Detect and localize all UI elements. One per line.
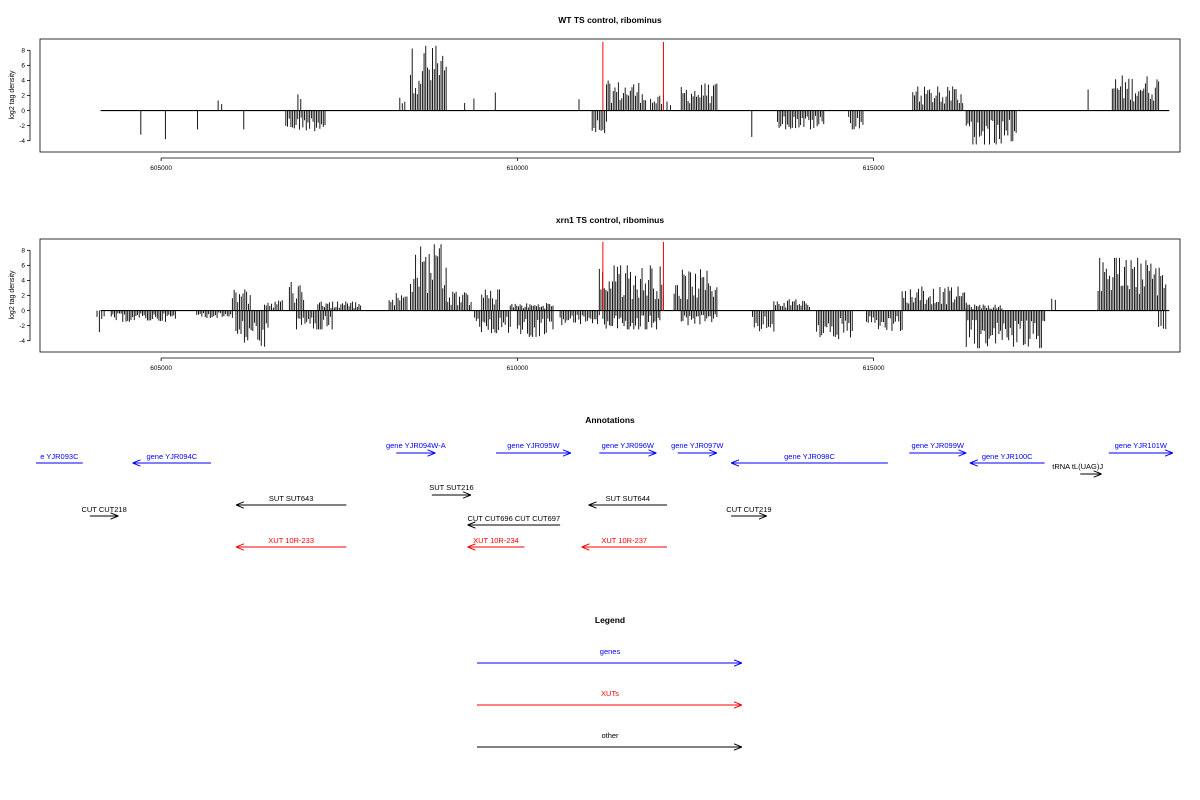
y-tick-label: 8 <box>21 48 25 55</box>
feature-label: gene YJR096W <box>602 441 655 450</box>
x-tick-label: 605000 <box>150 365 172 372</box>
feature-label: e YJR093C <box>40 452 79 461</box>
feature-label: CUT CUT218 <box>81 505 126 514</box>
signal-bars <box>96 244 1170 349</box>
y-tick-label: 0 <box>21 108 25 115</box>
plot-frame <box>39 38 1181 153</box>
y-tick-label: -4 <box>19 338 25 345</box>
region-markers <box>602 42 664 111</box>
y-axis-label: log2 tag density <box>9 270 16 320</box>
panel-title: xrn1 TS control, ribominus <box>556 215 664 225</box>
feature-label: CUT CUT696 CUT CUT697 <box>467 514 560 523</box>
feature-label: gene YJR094C <box>146 452 197 461</box>
feature-label: gene YJR101W <box>1115 441 1168 450</box>
x-tick-label: 605000 <box>150 165 172 172</box>
y-tick-label: 2 <box>21 93 25 100</box>
plot-frame <box>39 238 1181 353</box>
y-tick-label: 4 <box>21 78 25 85</box>
legend-label: genes <box>600 647 621 656</box>
y-tick-label: 4 <box>21 278 25 285</box>
feature-label: gene YJR098C <box>784 452 835 461</box>
x-tick-label: 615000 <box>863 365 885 372</box>
annotations-title: Annotations <box>585 415 635 425</box>
legend-label: other <box>601 731 619 740</box>
feature-label: CUT CUT219 <box>726 505 771 514</box>
x-tick-label: 615000 <box>863 165 885 172</box>
annotation-features: e YJR093C gene YJR094C gene YJR094W-A gene … <box>36 441 1173 547</box>
feature-label: SUT SUT643 <box>269 494 313 503</box>
y-tick-label: 6 <box>21 263 25 270</box>
region-markers <box>602 242 664 311</box>
feature-label: gene YJR097W <box>671 441 724 450</box>
axes: -4 -2 0 2 4 6 8 605000 610000 615000 <box>19 248 885 373</box>
annotations-panel: Annotations e YJR093C gene YJR094C gene YJ… <box>36 415 1173 547</box>
x-tick-label: 610000 <box>507 365 529 372</box>
legend: Legend genes XUTs other <box>477 615 742 747</box>
track-panel-xrn1: xrn1 TS control, ribominus log2 tag dens… <box>9 215 1181 373</box>
feature-label: gene YJR095W <box>507 441 560 450</box>
x-tick-label: 610000 <box>507 165 529 172</box>
feature-label: XUT 10R-234 <box>473 536 519 545</box>
feature-label: XUT 10R-237 <box>601 536 647 545</box>
y-tick-label: -2 <box>19 323 25 330</box>
signal-bars <box>100 45 1170 145</box>
y-tick-label: 2 <box>21 293 25 300</box>
feature-label: SUT SUT216 <box>429 483 473 492</box>
panel-title: WT TS control, ribominus <box>558 15 662 25</box>
y-tick-label: -4 <box>19 138 25 145</box>
y-axis-label: log2 tag density <box>9 70 16 120</box>
y-tick-label: -2 <box>19 123 25 130</box>
track-panel-wt: WT TS control, ribominus log2 tag densit… <box>9 15 1181 173</box>
feature-label: tRNA tL(UAG)J <box>1052 462 1103 471</box>
y-tick-label: 8 <box>21 248 25 255</box>
feature-label: SUT SUT644 <box>606 494 650 503</box>
axes: -4 -2 0 2 4 6 8 605000 610000 615000 <box>19 48 885 173</box>
feature-label: XUT 10R-233 <box>268 536 314 545</box>
y-tick-label: 6 <box>21 63 25 70</box>
legend-entries: genes XUTs other <box>477 647 742 747</box>
feature-label: gene YJR100C <box>982 452 1033 461</box>
legend-title: Legend <box>595 615 625 625</box>
y-tick-label: 0 <box>21 308 25 315</box>
feature-label: gene YJR099W <box>912 441 965 450</box>
legend-label: XUTs <box>601 689 619 698</box>
feature-label: gene YJR094W-A <box>386 441 446 450</box>
